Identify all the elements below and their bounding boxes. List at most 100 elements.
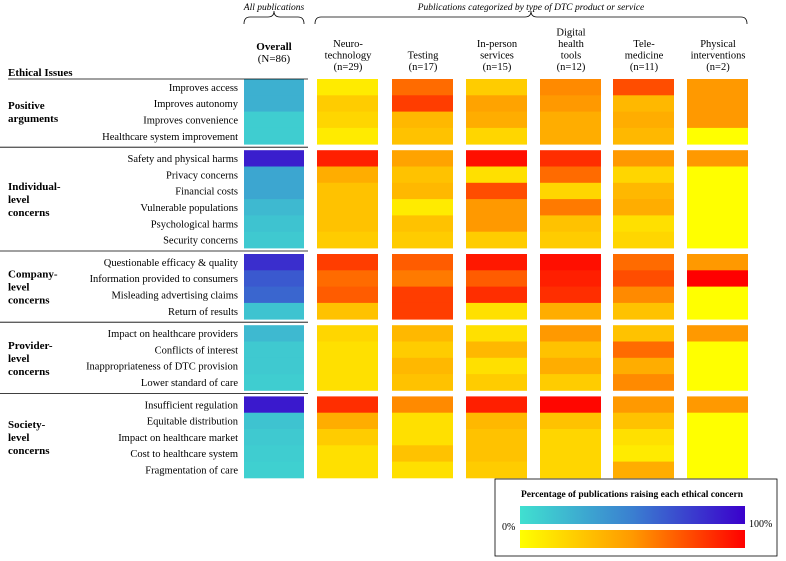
legend-title: Percentage of publications raising each … (521, 490, 744, 500)
issue-label: Impact on healthcare providers (108, 329, 238, 340)
overall-cell (244, 412, 304, 430)
overall-cell (244, 182, 304, 200)
dtc-cell (466, 374, 527, 391)
dtc-cell (317, 127, 378, 145)
issue-label: Privacy concerns (166, 170, 238, 181)
dtc-cell (317, 325, 378, 342)
dtc-cell (613, 254, 674, 271)
dtc-cell (392, 182, 453, 200)
dtc-cell (317, 374, 378, 391)
overall-cell (244, 286, 304, 304)
ethical-issues-header: Ethical Issues (8, 67, 73, 79)
issue-label: Information provided to consumers (90, 274, 238, 285)
dtc-cell (540, 302, 601, 320)
dtc-cell (392, 127, 453, 145)
dtc-cell (466, 199, 527, 216)
heatmap-cells (244, 79, 748, 479)
dtc-cell (613, 412, 674, 430)
dtc-cell (540, 150, 601, 167)
category-label: Positive arguments (8, 100, 59, 125)
dtc-cell (392, 254, 453, 271)
dtc-cell (392, 374, 453, 391)
dtc-cell (392, 396, 453, 414)
issue-label: Misleading advertising claims (111, 290, 238, 301)
dtc-cell (687, 150, 748, 167)
dtc-cell (466, 396, 527, 414)
dtc-cell (687, 357, 748, 375)
dtc-cell (613, 429, 674, 446)
dtc-cell (317, 270, 378, 287)
overall-cell (244, 429, 304, 446)
dtc-cell (540, 412, 601, 430)
dtc-cell (392, 199, 453, 216)
overall-cell (244, 445, 304, 462)
issue-label: Conflicts of interest (155, 345, 238, 356)
overall-cell (244, 79, 304, 96)
dtc-cell (613, 166, 674, 184)
dtc-cell (687, 286, 748, 304)
dtc-column-header: Tele-medicine (n=11) (625, 39, 664, 73)
dtc-cell (687, 302, 748, 320)
overall-cell (244, 254, 304, 271)
overall-column-header: Overall (N=86) (256, 41, 291, 65)
dtc-cell (540, 79, 601, 96)
overall-cell (244, 150, 304, 167)
dtc-cell (466, 461, 527, 479)
dtc-cell (613, 79, 674, 96)
dtc-cell (687, 270, 748, 287)
dtc-cell (317, 199, 378, 216)
overall-cell (244, 374, 304, 391)
issue-label: Improves convenience (143, 115, 238, 126)
dtc-cell (687, 215, 748, 233)
dtc-cell (317, 182, 378, 200)
dtc-cell (466, 429, 527, 446)
dtc-cell (613, 95, 674, 112)
dtc-cell (687, 461, 748, 479)
legend-overall-gradient (520, 506, 745, 524)
issue-label: Security concerns (163, 236, 238, 247)
legend-dtc-gradient (520, 530, 745, 548)
dtc-cell (466, 286, 527, 304)
issue-label: Lower standard of care (141, 378, 238, 389)
overall-cell (244, 127, 304, 145)
dtc-cell (687, 325, 748, 342)
all-publications-label: All publications (243, 3, 305, 13)
dtc-cell (392, 95, 453, 112)
overall-cell (244, 357, 304, 375)
dtc-cell (540, 95, 601, 112)
dtc-cell (613, 127, 674, 145)
dtc-cell (392, 166, 453, 184)
issue-label: Vulnerable populations (140, 203, 238, 214)
dtc-column-header: Testing (n=17) (408, 51, 440, 74)
overall-cell (244, 270, 304, 287)
dtc-cell (613, 302, 674, 320)
overall-cell (244, 199, 304, 216)
overall-cell (244, 95, 304, 112)
dtc-cell (317, 302, 378, 320)
overall-cell (244, 461, 304, 479)
dtc-column-header: Digital health tools (n=12) (556, 28, 585, 74)
dtc-cell (317, 429, 378, 446)
dtc-cell (613, 325, 674, 342)
dtc-cell (540, 215, 601, 233)
dtc-cell (466, 182, 527, 200)
overall-cell (244, 325, 304, 342)
dtc-cell (392, 111, 453, 129)
dtc-cell (613, 150, 674, 167)
dtc-cell (392, 215, 453, 233)
dtc-cell (687, 412, 748, 430)
dtc-cell (317, 79, 378, 96)
dtc-cell (317, 286, 378, 304)
issue-label: Inappropriateness of DTC provision (86, 362, 239, 373)
dtc-cell (540, 286, 601, 304)
dtc-cell (317, 111, 378, 129)
dtc-column-header: Physical interventions (n=2) (691, 39, 746, 73)
dtc-cell (392, 429, 453, 446)
overall-cell (244, 396, 304, 414)
dtc-cell (466, 325, 527, 342)
issue-label: Safety and physical harms (127, 154, 238, 165)
dtc-cell (540, 341, 601, 359)
dtc-cell (540, 111, 601, 129)
dtc-cell (466, 412, 527, 430)
